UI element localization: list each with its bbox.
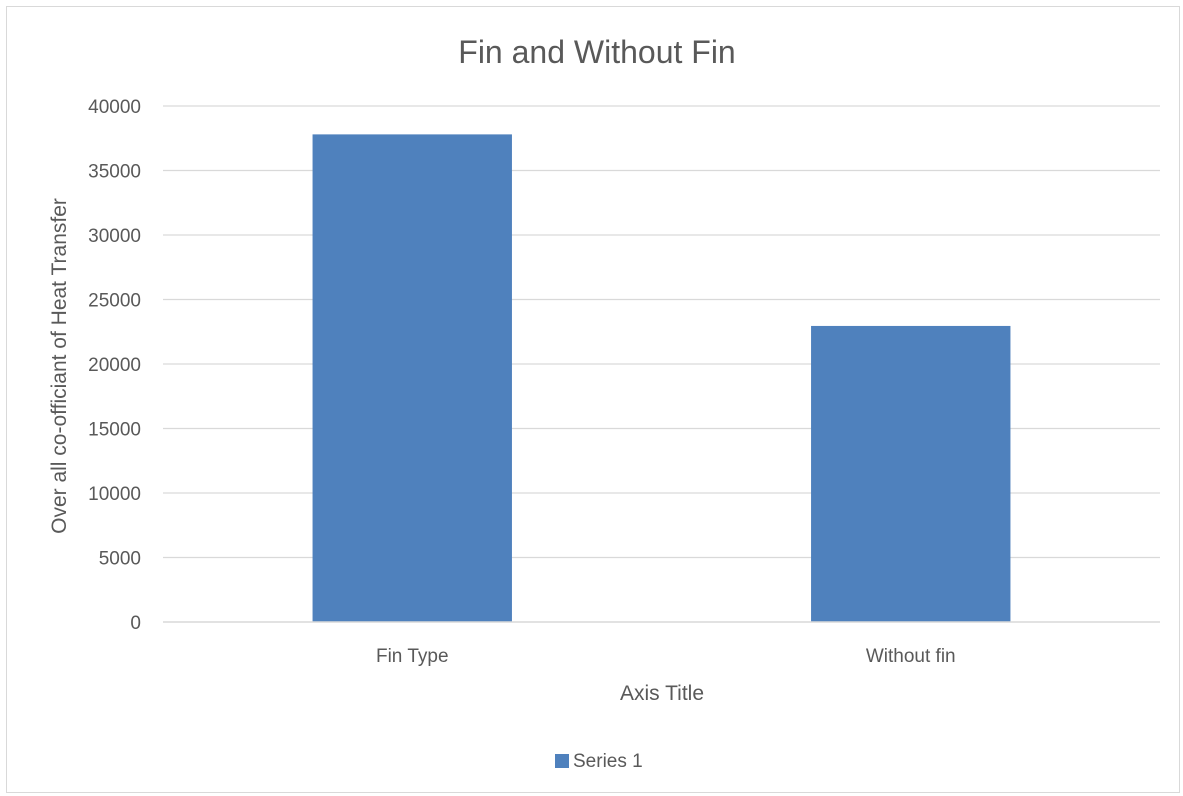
legend: Series 1 xyxy=(555,751,643,772)
x-tick-label: Fin Type xyxy=(376,646,449,667)
y-tick-label: 40000 xyxy=(88,97,141,118)
bar xyxy=(811,325,1011,622)
bar xyxy=(312,134,512,622)
y-axis-title: Over all co-officiant of Heat Transfer xyxy=(48,198,71,534)
y-axis-ticks: 0 5000 10000 15000 20000 25000 30000 35000 40000 xyxy=(88,97,141,634)
y-tick-label: 35000 xyxy=(88,162,141,183)
y-tick-label: 25000 xyxy=(88,291,141,312)
bars xyxy=(312,134,1011,622)
x-tick-label: Without fin xyxy=(866,646,956,667)
y-tick-label: 10000 xyxy=(88,484,141,505)
legend-label: Series 1 xyxy=(573,751,643,772)
x-axis-ticks: Fin Type Without fin xyxy=(376,646,956,667)
y-tick-label: 0 xyxy=(130,613,141,634)
y-tick-label: 20000 xyxy=(88,355,141,376)
x-axis-title: Axis Title xyxy=(620,682,704,705)
y-tick-label: 15000 xyxy=(88,420,141,441)
y-tick-label: 5000 xyxy=(99,549,141,570)
y-tick-label: 30000 xyxy=(88,226,141,247)
legend-swatch xyxy=(555,754,569,768)
chart-title: Fin and Without Fin xyxy=(458,34,735,70)
